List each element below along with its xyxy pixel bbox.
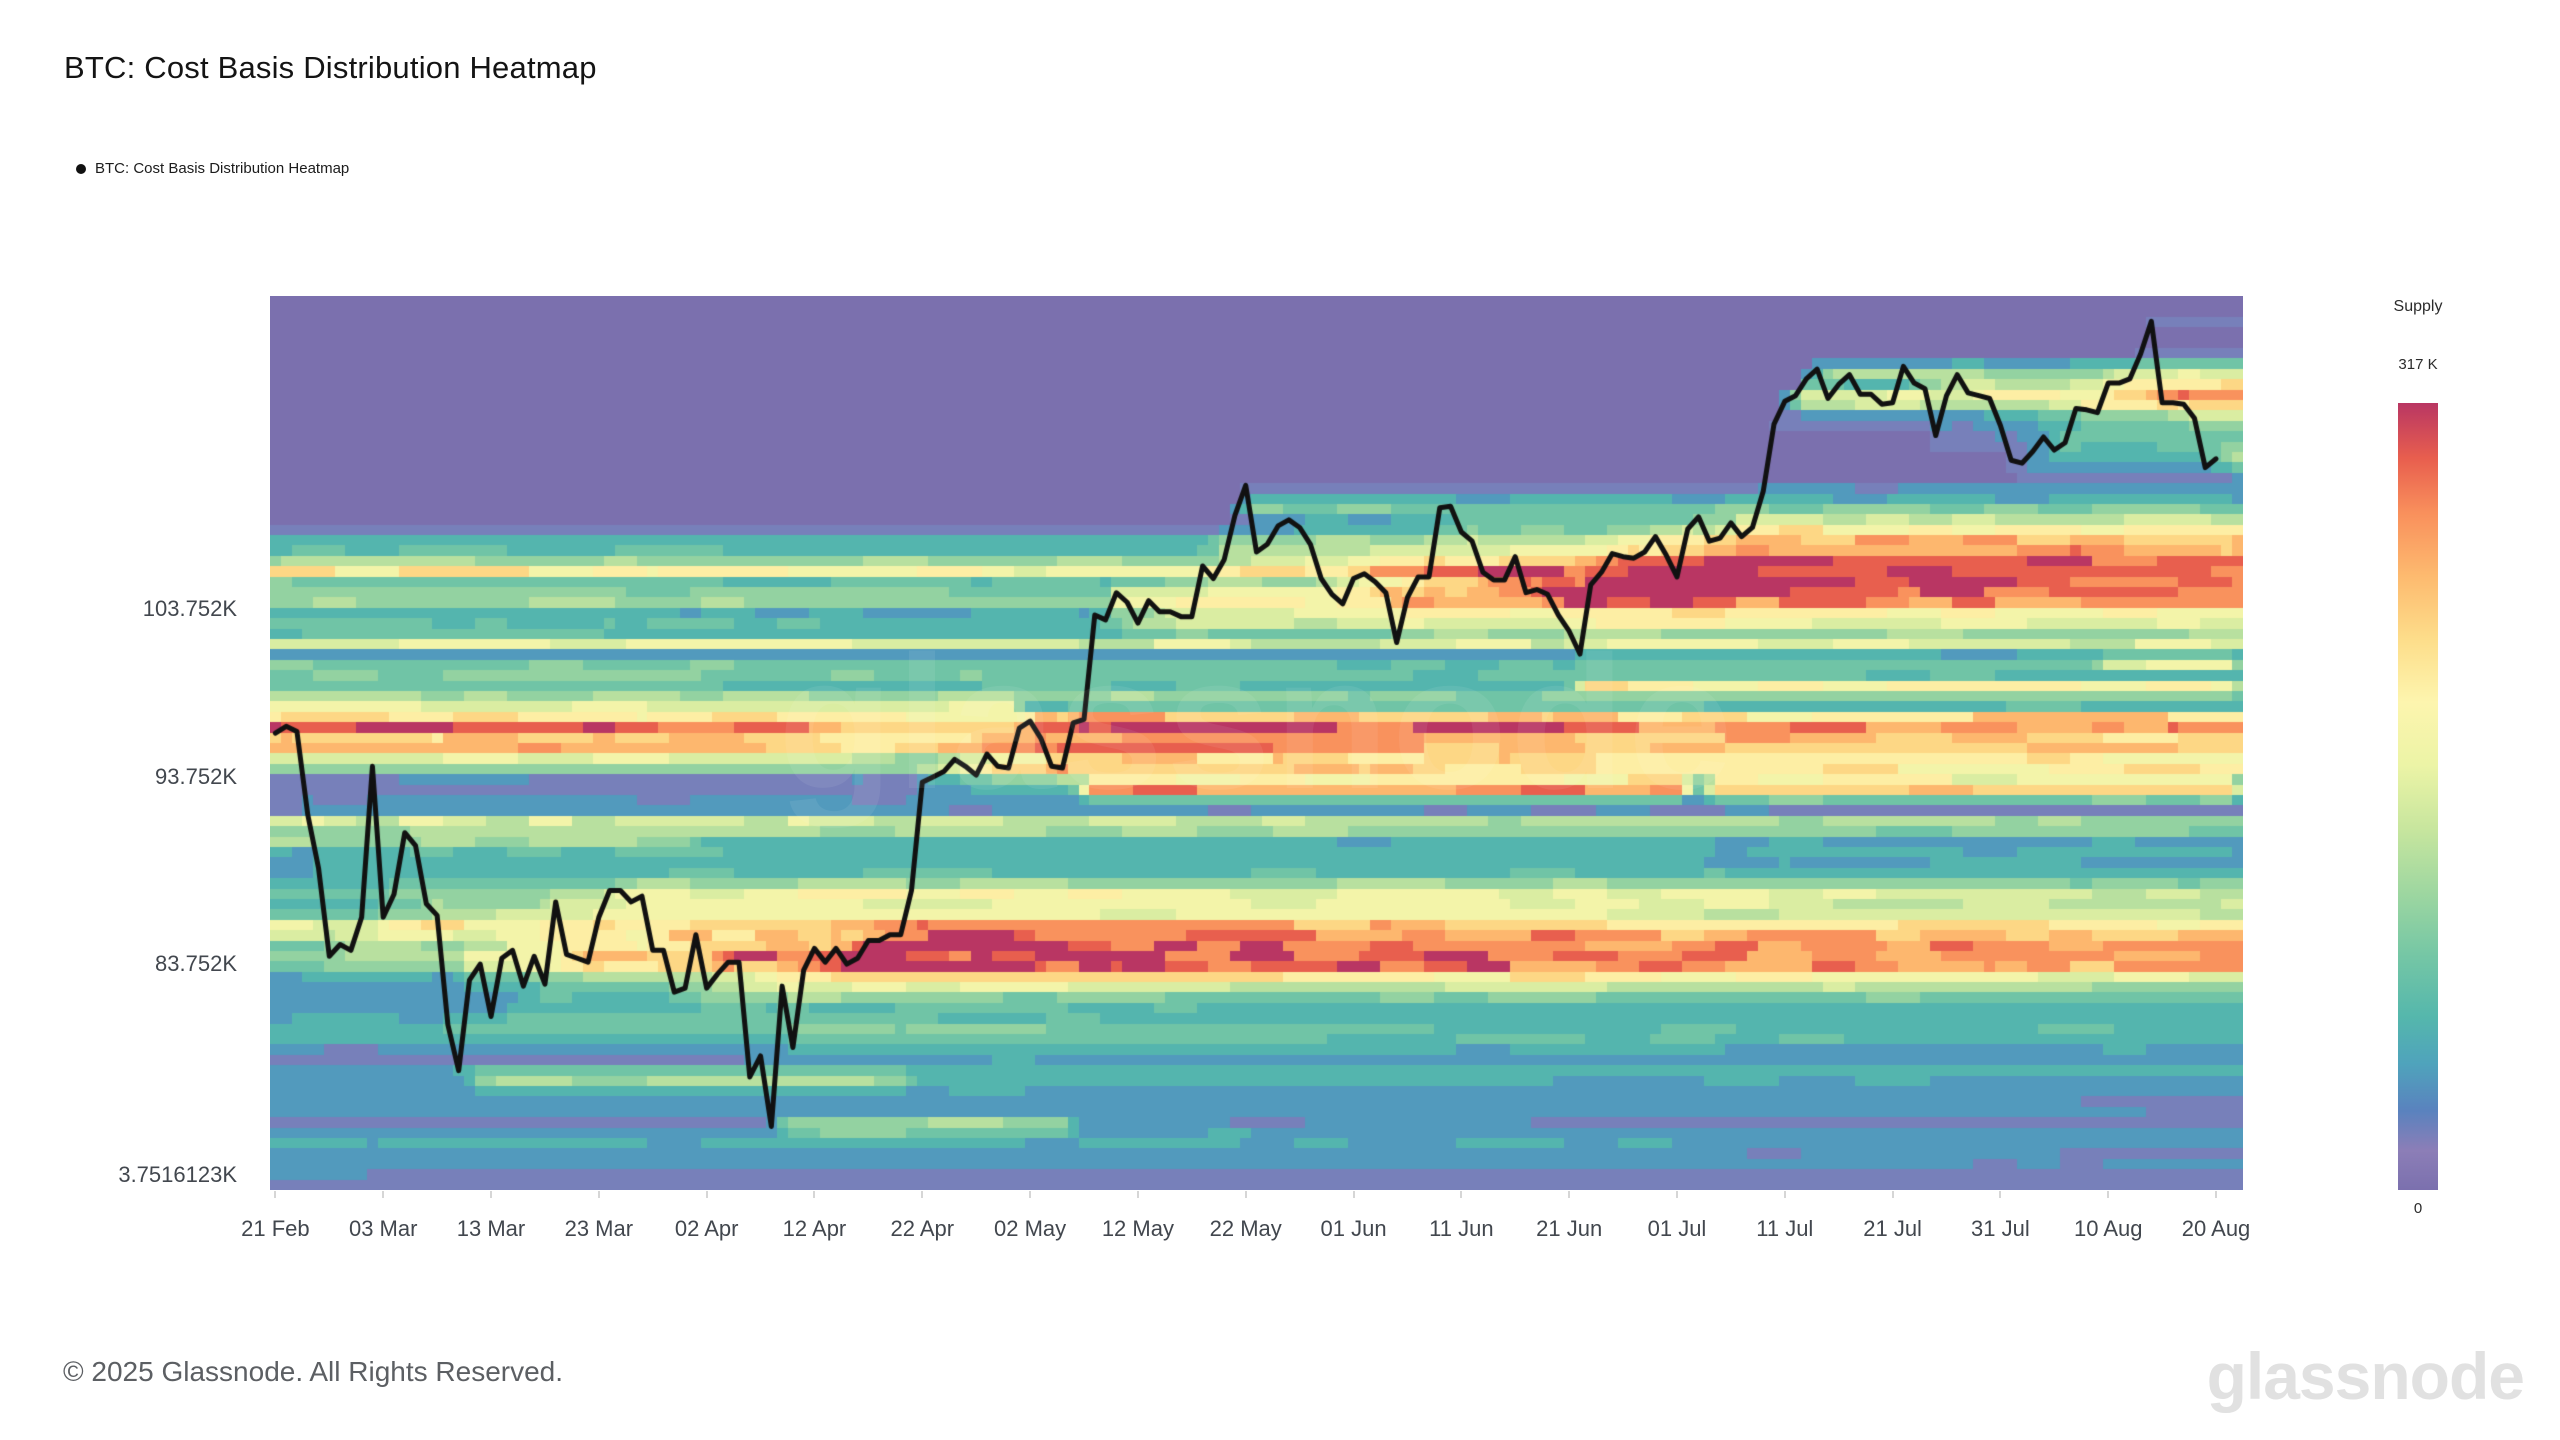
- x-tick-label: 22 Apr: [890, 1216, 955, 1241]
- x-tick-label: 11 Jun: [1429, 1216, 1494, 1241]
- x-tick-label: 12 May: [1101, 1216, 1174, 1241]
- x-tick-label: 22 May: [1209, 1216, 1282, 1241]
- x-tick-label: 21 Jun: [1536, 1216, 1603, 1241]
- x-tick-label: 21 Feb: [241, 1216, 310, 1241]
- x-tick-label: 10 Aug: [2073, 1216, 2143, 1241]
- x-tick-label: 11 Jul: [1756, 1216, 1814, 1241]
- x-tick-mark: [1029, 1191, 1032, 1198]
- x-tick-label: 02 May: [994, 1216, 1067, 1241]
- y-tick-label: 3.7516123K: [118, 1162, 237, 1188]
- series-marker-icon: [76, 163, 86, 174]
- heatmap-canvas[interactable]: [270, 296, 2243, 1190]
- legend-label: BTC: Cost Basis Distribution Heatmap: [95, 160, 350, 177]
- x-tick-mark: [490, 1191, 493, 1198]
- x-tick-label: 03 Mar: [348, 1216, 418, 1241]
- x-tick-mark: [1999, 1191, 2002, 1198]
- x-tick-mark: [921, 1191, 924, 1198]
- colorbar-min-label: 0: [2413, 1200, 2423, 1217]
- x-tick-mark: [1891, 1191, 1894, 1198]
- x-tick-mark: [1244, 1191, 1247, 1198]
- x-tick-mark: [1783, 1191, 1786, 1198]
- x-tick-label: 20 Aug: [2181, 1216, 2251, 1241]
- x-tick-mark: [813, 1191, 816, 1198]
- x-tick-mark: [597, 1191, 600, 1198]
- x-tick-mark: [274, 1191, 277, 1198]
- colorbar-max-label: 317 K: [2398, 356, 2438, 373]
- heatmap-plot-area: glassnode: [270, 296, 2243, 1190]
- page-title: BTC: Cost Basis Distribution Heatmap: [64, 50, 597, 85]
- x-tick-mark: [705, 1191, 708, 1198]
- legend-item[interactable]: BTC: Cost Basis Distribution Heatmap: [76, 160, 349, 177]
- x-tick-label: 01 Jul: [1647, 1216, 1707, 1241]
- x-tick-mark: [382, 1191, 385, 1198]
- x-tick-mark: [1460, 1191, 1463, 1198]
- x-tick-mark: [1352, 1191, 1355, 1198]
- x-tick-mark: [1568, 1191, 1571, 1198]
- x-tick-label: 13 Mar: [456, 1216, 526, 1241]
- x-tick-label: 02 Apr: [674, 1216, 739, 1241]
- colorbar-title: Supply: [2393, 298, 2443, 315]
- footer-copyright: © 2025 Glassnode. All Rights Reserved.: [63, 1356, 564, 1387]
- x-tick-mark: [2215, 1191, 2218, 1198]
- y-tick-label: 83.752K: [155, 951, 237, 977]
- y-tick-label: 103.752K: [142, 595, 237, 621]
- colorbar-gradient: [2398, 403, 2438, 1190]
- x-tick-label: 23 Mar: [564, 1216, 634, 1241]
- x-tick-label: 12 Apr: [782, 1216, 847, 1241]
- y-tick-label: 93.752K: [155, 763, 237, 789]
- x-tick-label: 31 Jul: [1971, 1216, 2030, 1241]
- x-tick-mark: [2107, 1191, 2110, 1198]
- x-tick-mark: [1675, 1191, 1678, 1198]
- x-tick-label: 01 Jun: [1320, 1216, 1387, 1241]
- x-tick-label: 21 Jul: [1863, 1216, 1922, 1241]
- brand-wordmark: glassnode: [2206, 1339, 2525, 1413]
- x-tick-mark: [1136, 1191, 1139, 1198]
